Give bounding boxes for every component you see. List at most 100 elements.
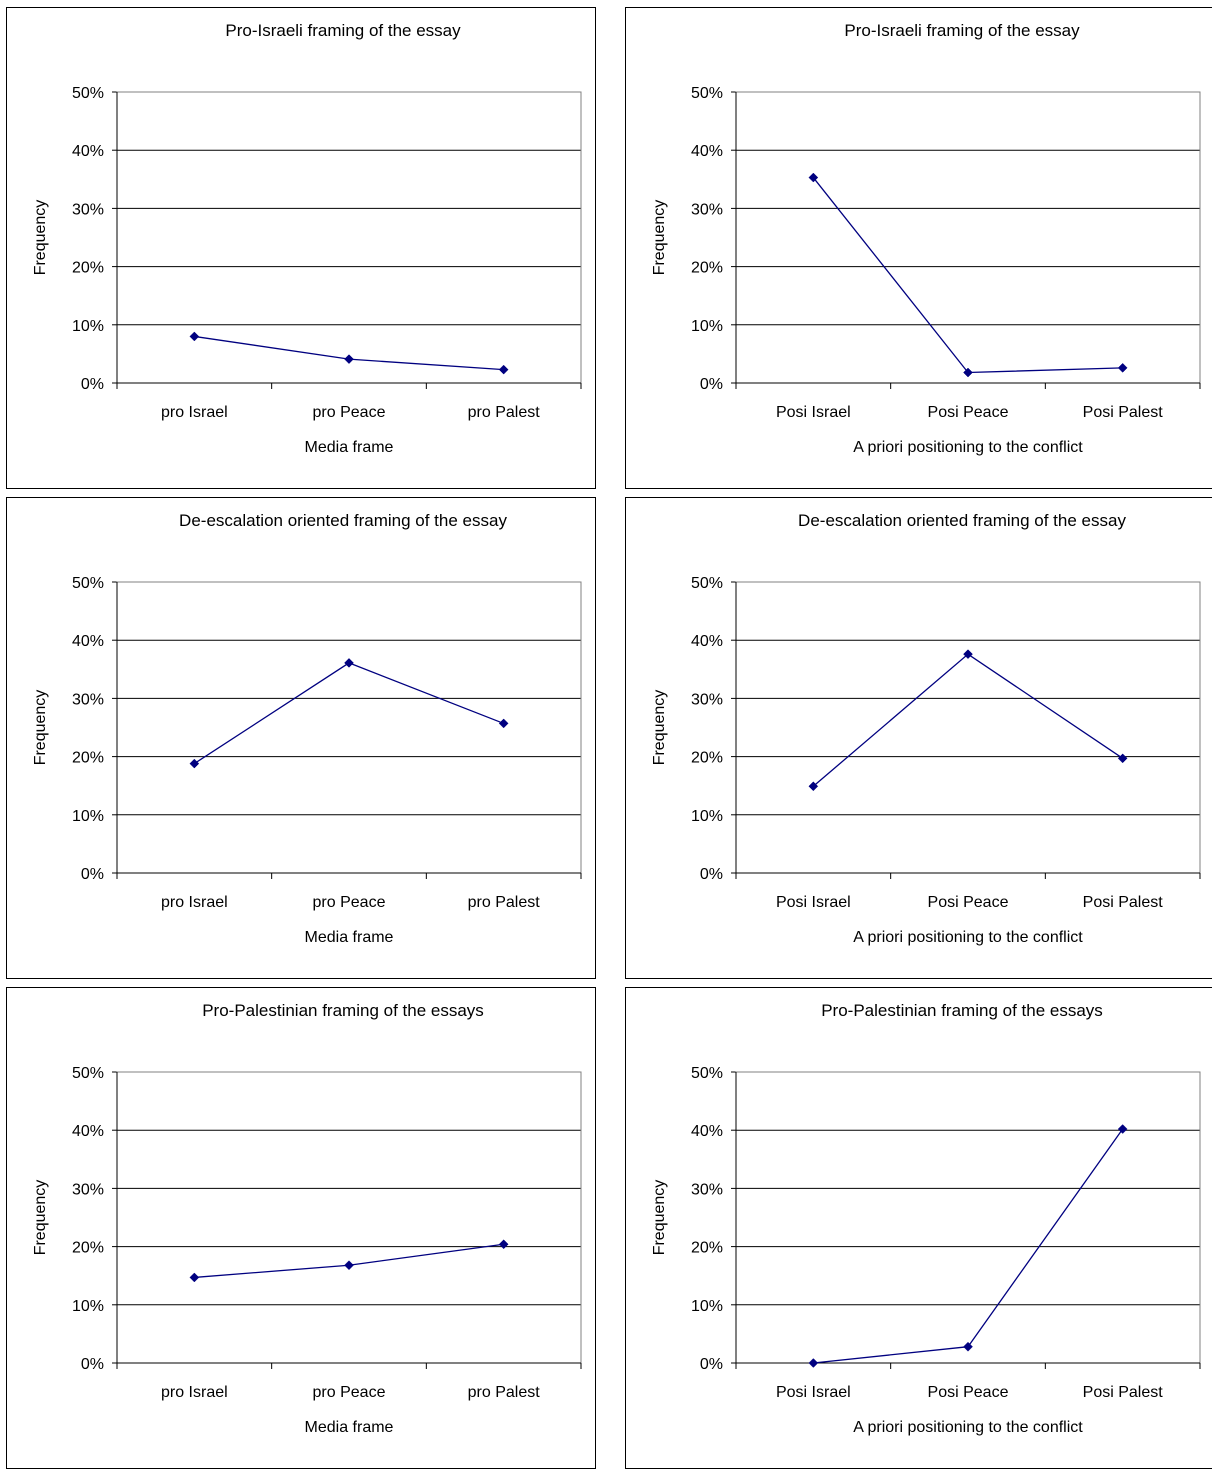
- y-tick-label: 40%: [72, 1123, 104, 1140]
- data-point: [498, 1239, 509, 1250]
- x-tick-label: Posi Israel: [776, 404, 851, 421]
- plot-area: [116, 91, 582, 384]
- chart-panel: De-escalation oriented framing of the es…: [6, 497, 596, 979]
- x-axis-label: A priori positioning to the conflict: [853, 439, 1083, 456]
- y-tick-label: 20%: [72, 260, 104, 277]
- y-axis-label: Frequency: [32, 200, 49, 276]
- y-tick-label: 0%: [81, 376, 104, 393]
- data-point: [498, 364, 509, 375]
- y-tick-label: 10%: [72, 808, 104, 825]
- y-tick-label: 0%: [81, 866, 104, 883]
- y-axis-label: Frequency: [651, 690, 668, 766]
- chart-svg: De-escalation oriented framing of the es…: [32, 511, 582, 946]
- plot-area: [735, 91, 1201, 384]
- series-line: [193, 662, 504, 765]
- y-tick-label: 30%: [691, 1181, 723, 1198]
- y-tick-label: 50%: [691, 1065, 723, 1082]
- y-tick-label: 30%: [691, 691, 723, 708]
- y-axis-label: Frequency: [651, 200, 668, 276]
- chart-panel: Pro-Israeli framing of the essay 0% 10% 20%…: [625, 7, 1212, 489]
- y-tick-label: 50%: [72, 575, 104, 592]
- y-tick-label: 10%: [691, 808, 723, 825]
- y-tick-label: 40%: [691, 143, 723, 160]
- chart-panel: Pro-Israeli framing of the essay 0% 10% 20%…: [6, 7, 596, 489]
- data-point: [189, 331, 200, 342]
- x-tick-label: Posi Peace: [928, 1384, 1009, 1401]
- x-axis-label: Media frame: [305, 439, 394, 456]
- y-tick-label: 20%: [691, 260, 723, 277]
- y-tick-label: 20%: [72, 1240, 104, 1257]
- y-axis-label: Frequency: [32, 1180, 49, 1256]
- x-tick-label: pro Palest: [468, 894, 541, 911]
- y-tick-label: 20%: [691, 1240, 723, 1257]
- y-tick-label: 40%: [691, 1123, 723, 1140]
- y-tick-label: 0%: [700, 866, 723, 883]
- y-tick-label: 40%: [72, 143, 104, 160]
- y-tick-label: 30%: [72, 1181, 104, 1198]
- x-tick-label: Posi Israel: [776, 1384, 851, 1401]
- x-tick-label: pro Peace: [313, 894, 386, 911]
- x-tick-label: pro Peace: [313, 1384, 386, 1401]
- x-axis-label: A priori positioning to the conflict: [853, 1419, 1083, 1436]
- y-tick-label: 10%: [691, 1298, 723, 1315]
- x-axis-label: Media frame: [305, 1419, 394, 1436]
- plot-area: [116, 581, 582, 874]
- chart-panel: De-escalation oriented framing of the es…: [625, 497, 1212, 979]
- data-point: [963, 367, 973, 378]
- chart-svg: De-escalation oriented framing of the es…: [651, 511, 1201, 946]
- data-point: [1117, 363, 1128, 373]
- y-tick-label: 40%: [691, 633, 723, 650]
- chart-title: Pro-Israeli framing of the essay: [225, 21, 461, 40]
- chart-svg: Pro-Israeli framing of the essay 0% 10% 20%…: [651, 21, 1201, 456]
- chart-panel: Pro-Palestinian framing of the essays 0% 1…: [625, 987, 1212, 1469]
- data-point: [498, 718, 509, 729]
- series-line: [812, 177, 1123, 374]
- y-tick-label: 0%: [700, 1356, 723, 1373]
- x-axis-label: A priori positioning to the conflict: [853, 929, 1083, 946]
- y-axis-label: Frequency: [32, 690, 49, 766]
- plot-area: [735, 1071, 1201, 1364]
- y-tick-label: 40%: [72, 633, 104, 650]
- x-tick-label: pro Israel: [161, 894, 228, 911]
- data-point: [808, 781, 819, 792]
- y-tick-label: 30%: [691, 201, 723, 218]
- x-tick-label: Posi Peace: [928, 404, 1009, 421]
- y-tick-label: 50%: [691, 85, 723, 102]
- chart-svg: Pro-Palestinian framing of the essays 0% 1…: [651, 1001, 1201, 1436]
- y-tick-label: 20%: [72, 750, 104, 767]
- data-point: [344, 658, 354, 668]
- y-tick-label: 20%: [691, 750, 723, 767]
- x-axis-label: Media frame: [305, 929, 394, 946]
- data-point: [808, 1358, 819, 1368]
- series-line: [813, 1128, 1124, 1364]
- data-point: [344, 1260, 354, 1271]
- series-line: [194, 335, 504, 371]
- x-tick-label: Posi Palest: [1083, 894, 1164, 911]
- data-point: [344, 354, 354, 364]
- chart-panel: Pro-Palestinian framing of the essays 0% 1…: [6, 987, 596, 1469]
- data-point: [963, 1341, 973, 1352]
- data-point: [963, 649, 973, 660]
- x-tick-label: Posi Israel: [776, 894, 851, 911]
- x-tick-label: pro Palest: [468, 1384, 541, 1401]
- data-point: [808, 172, 819, 183]
- data-point: [189, 1272, 200, 1283]
- series-line: [812, 653, 1124, 787]
- x-tick-label: pro Peace: [313, 404, 386, 421]
- chart-title: Pro-Palestinian framing of the essays: [202, 1001, 484, 1020]
- x-tick-label: Posi Palest: [1083, 1384, 1164, 1401]
- chart-svg: Pro-Israeli framing of the essay 0% 10% 20%…: [32, 21, 582, 456]
- plot-area: [735, 581, 1201, 874]
- y-tick-label: 50%: [72, 1065, 104, 1082]
- y-tick-label: 30%: [72, 691, 104, 708]
- x-tick-label: Posi Palest: [1083, 404, 1164, 421]
- data-point: [1117, 1124, 1128, 1134]
- y-tick-label: 50%: [691, 575, 723, 592]
- y-axis-label: Frequency: [651, 1180, 668, 1256]
- y-tick-label: 0%: [81, 1356, 104, 1373]
- chart-title: De-escalation oriented framing of the es…: [179, 511, 507, 530]
- x-tick-label: pro Israel: [161, 1384, 228, 1401]
- data-point: [189, 758, 200, 769]
- x-tick-label: pro Israel: [161, 404, 228, 421]
- chart-title: Pro-Israeli framing of the essay: [844, 21, 1080, 40]
